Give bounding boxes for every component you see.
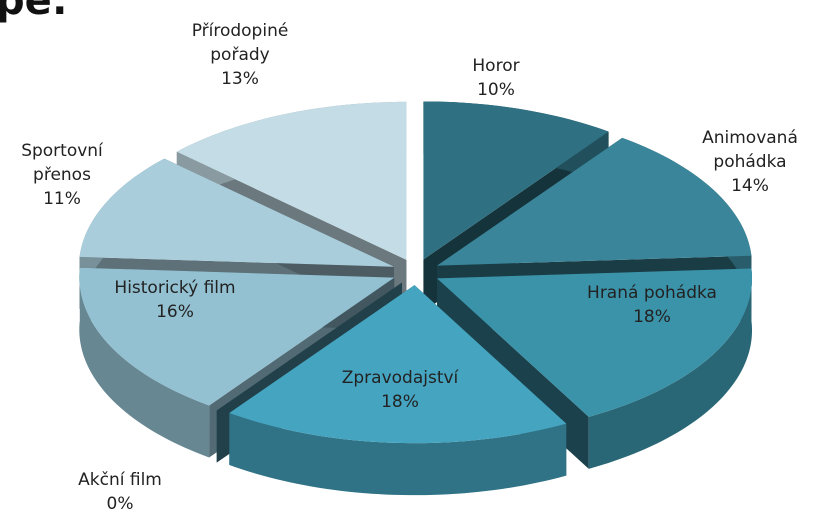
slice-wall [79,267,210,458]
value-label: 18% [381,392,419,412]
category-label: Historický film [114,278,236,298]
value-label: 14% [731,176,769,196]
chart-title: pe: [0,0,68,24]
value-label: 13% [221,69,259,89]
data-label: Hraná pohádka 18% [552,281,752,329]
value-label: 18% [633,307,671,327]
slice [423,101,609,260]
value-label: 0% [106,494,134,514]
data-label: Akční film 0% [50,468,190,516]
slice [216,282,402,411]
slice [176,101,407,260]
data-label: Zpravodajství 18% [300,366,500,414]
category-label: Sportovní přenos [21,141,103,185]
slice [79,267,395,406]
data-label: Animovaná pohádka 14% [695,126,805,198]
value-label: 16% [156,302,194,322]
slice [437,268,753,417]
data-label: Sportovní přenos 11% [7,139,117,211]
category-label: Přírodopiné pořady [191,21,289,65]
slice [437,137,752,266]
slice-wall [229,412,567,496]
category-label: Animovaná pohádka [702,128,798,172]
value-label: 11% [43,189,81,209]
category-label: Horor [472,56,520,76]
slice [79,158,394,267]
data-label: Přírodopiné pořady 13% [170,19,310,91]
slice [229,285,567,444]
category-label: Hraná pohádka [587,283,717,303]
category-label: Akční film [78,470,162,490]
category-label: Zpravodajství [341,368,459,388]
slice-wall [588,268,753,469]
data-label: Horor 10% [456,54,536,102]
value-label: 10% [477,80,515,100]
data-label: Historický film 16% [75,276,275,324]
